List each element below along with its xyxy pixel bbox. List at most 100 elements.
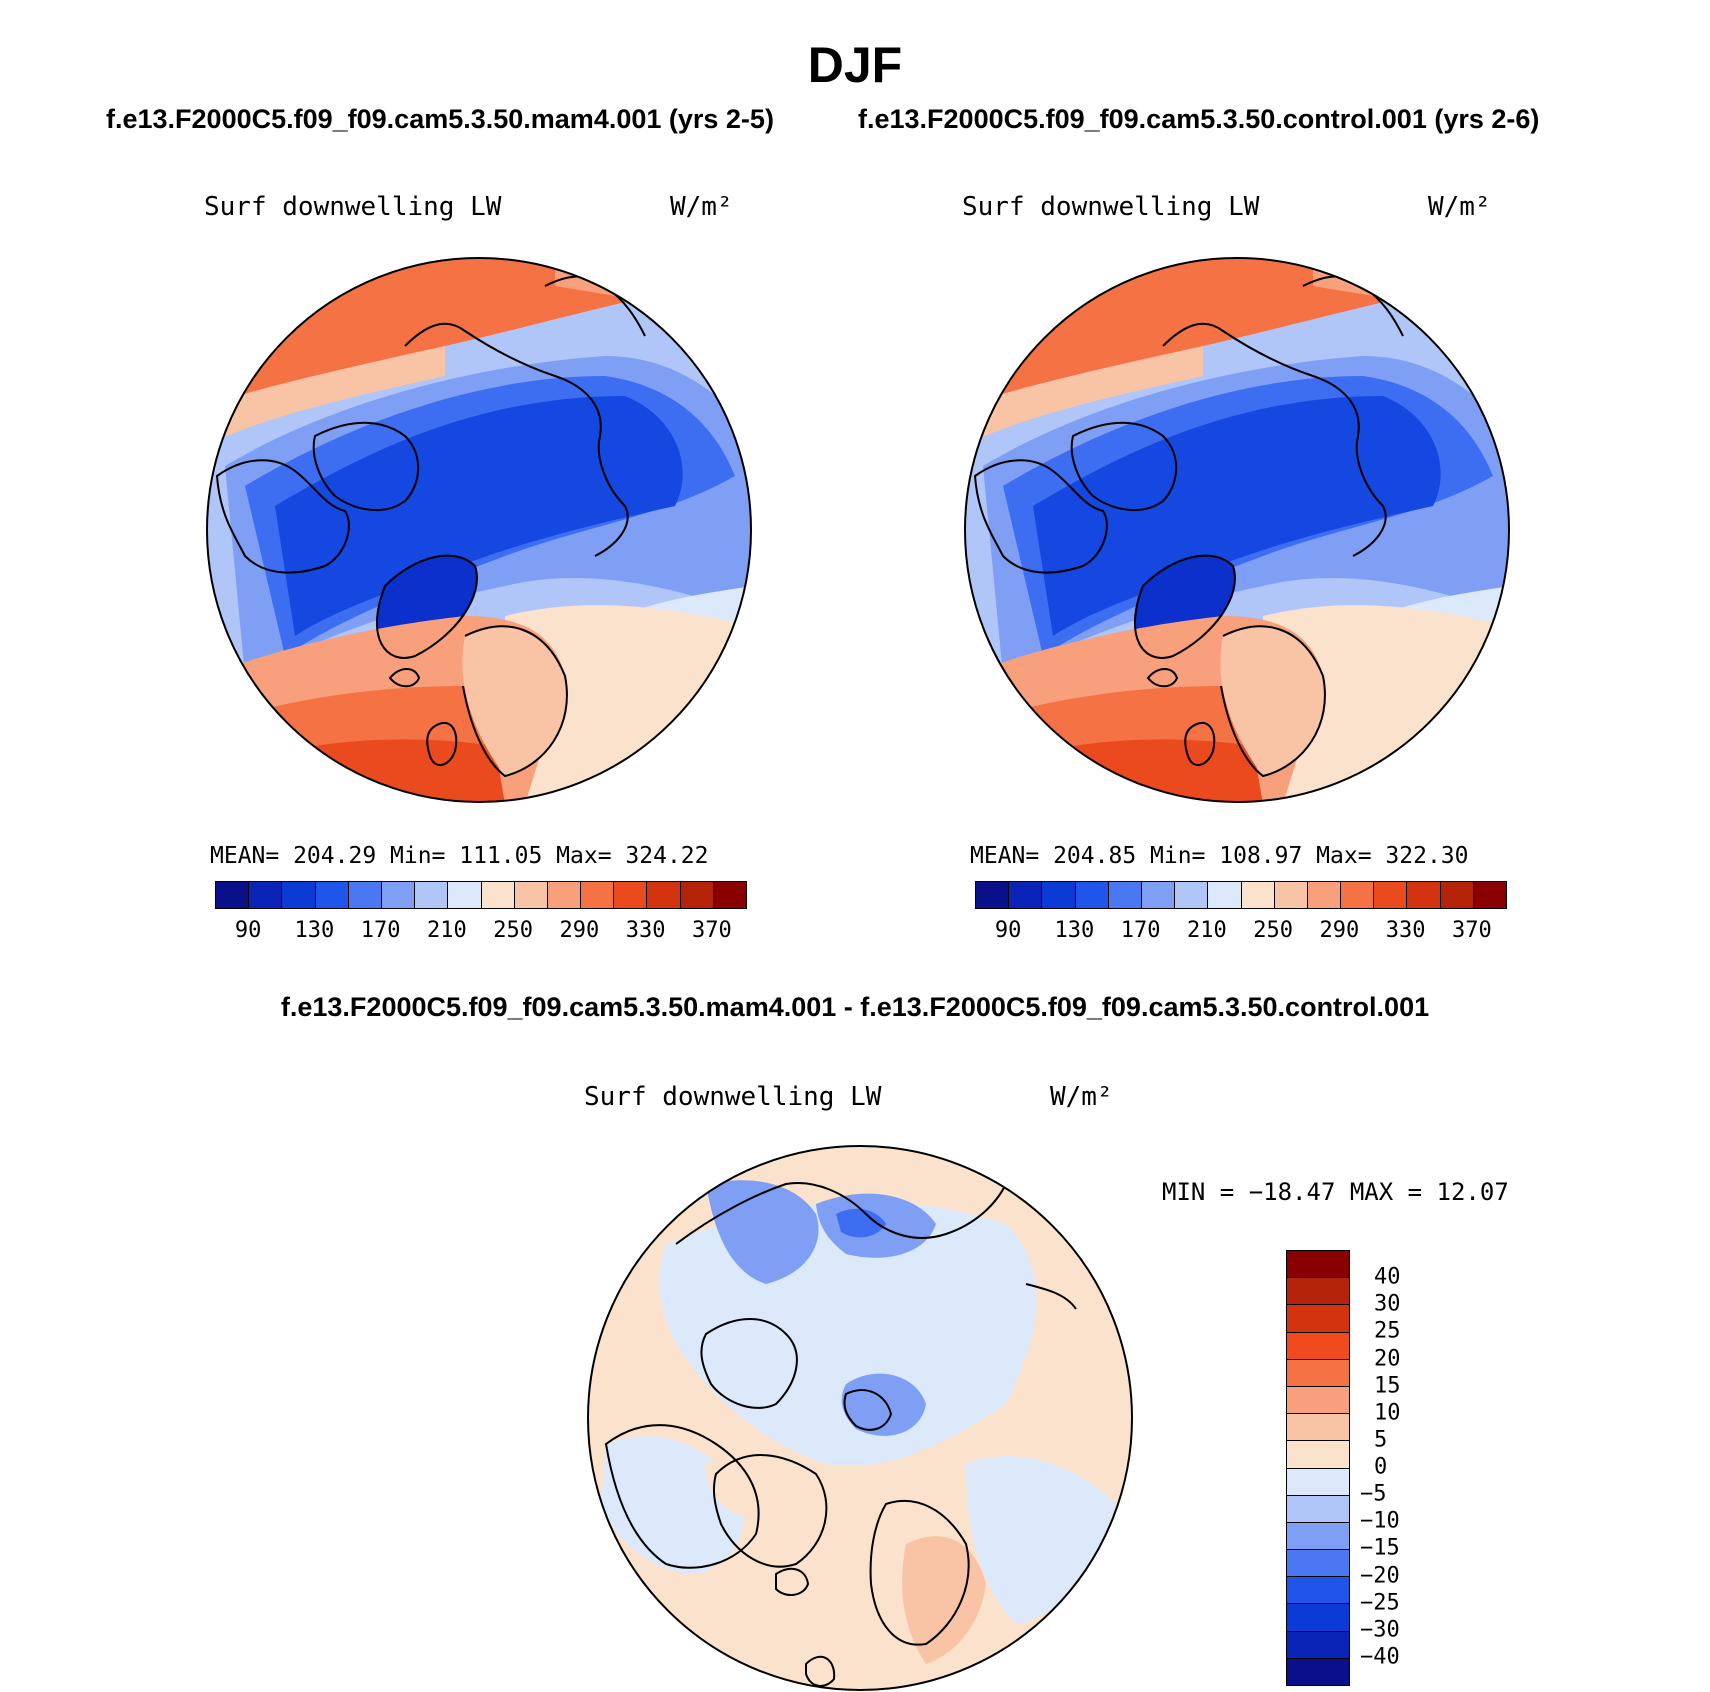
colorbar-swatch [249, 882, 283, 908]
panel-a-colorbar [215, 881, 747, 909]
colorbar-swatch [1287, 1495, 1349, 1523]
colorbar-tick-label: 15 [1374, 1373, 1401, 1399]
colorbar-tick-label: 330 [1385, 918, 1426, 943]
panel-b-units: W/m² [1428, 192, 1491, 222]
colorbar-swatch [1208, 882, 1242, 908]
panel-a-variable: Surf downwelling LW [204, 192, 502, 222]
colorbar-swatch [348, 882, 382, 908]
panel-b-colorbar [975, 881, 1507, 909]
colorbar-tick-label: 30 [1374, 1291, 1401, 1317]
colorbar-tick-label: 5 [1374, 1427, 1388, 1453]
colorbar-swatch [1241, 882, 1275, 908]
colorbar-tick-label: −5 [1360, 1481, 1387, 1507]
colorbar-swatch [1287, 1386, 1349, 1415]
colorbar-swatch [381, 882, 416, 908]
colorbar-swatch [1287, 1577, 1349, 1605]
colorbar-tick-label: 130 [294, 918, 335, 943]
colorbar-swatch [1009, 882, 1043, 908]
colorbar-tick-label: 250 [1253, 918, 1293, 943]
colorbar-swatch [1287, 1414, 1349, 1442]
colorbar-swatch [1287, 1441, 1349, 1469]
colorbar-tick-label: 20 [1374, 1346, 1401, 1371]
colorbar-swatch [1175, 882, 1209, 908]
colorbar-swatch [1075, 882, 1109, 908]
colorbar-swatch [315, 882, 349, 908]
colorbar-swatch [216, 882, 250, 908]
colorbar-swatch [1287, 1305, 1349, 1333]
colorbar-tick-label: −20 [1360, 1563, 1400, 1588]
colorbar-swatch [1287, 1359, 1349, 1387]
colorbar-tick-label: 90 [234, 918, 262, 943]
colorbar-tick-label: −25 [1360, 1590, 1400, 1616]
colorbar-swatch [1287, 1658, 1349, 1685]
colorbar-tick-label: 250 [493, 918, 533, 943]
colorbar-tick-label: 170 [1120, 918, 1161, 943]
colorbar-swatch [514, 882, 548, 908]
colorbar-tick-label: 170 [360, 918, 401, 943]
panel-a-colorbar-ticks: 90 130 170 210 250 290 330 370 [215, 918, 745, 946]
colorbar-tick-label: 90 [994, 918, 1022, 943]
panel-b-variable: Surf downwelling LW [962, 192, 1260, 222]
colorbar-swatch [680, 882, 714, 908]
panel-a-polar-map [206, 257, 752, 803]
colorbar-tick-label: 210 [1187, 918, 1227, 943]
colorbar-swatch [415, 882, 449, 908]
colorbar-swatch [1108, 882, 1142, 908]
panel-a-units: W/m² [670, 192, 733, 222]
colorbar-swatch [1141, 882, 1176, 908]
panel-a-stats: MEAN= 204.29 Min= 111.05 Max= 324.22 [210, 843, 709, 869]
colorbar-swatch [1274, 882, 1308, 908]
panel-b-colorbar-ticks: 90 130 170 210 250 290 330 370 [975, 918, 1505, 946]
colorbar-swatch [713, 882, 746, 908]
panel-diff-colorbar [1286, 1250, 1350, 1686]
colorbar-swatch [581, 882, 615, 908]
colorbar-tick-label: 0 [1374, 1454, 1388, 1480]
colorbar-tick-label: −10 [1360, 1508, 1400, 1534]
colorbar-swatch [1287, 1251, 1349, 1279]
colorbar-swatch [282, 882, 316, 908]
panel-b-polar-map [964, 257, 1510, 803]
colorbar-swatch [1287, 1332, 1349, 1360]
panel-diff-colorbar-ticks: 40 30 25 20 15 10 5 0 −5 −10 −15 −20 −25 −30 −40 [1360, 1250, 1440, 1684]
colorbar-swatch [1341, 882, 1375, 908]
panel-b-stats: MEAN= 204.85 Min= 108.97 Max= 322.30 [970, 843, 1469, 869]
colorbar-swatch [1407, 882, 1441, 908]
colorbar-swatch [1307, 882, 1342, 908]
colorbar-tick-label: 40 [1374, 1264, 1401, 1290]
colorbar-tick-label: 10 [1374, 1400, 1401, 1426]
colorbar-tick-label: −40 [1360, 1644, 1400, 1670]
colorbar-swatch [1287, 1278, 1349, 1306]
colorbar-tick-label: 330 [625, 918, 666, 943]
colorbar-tick-label: −15 [1360, 1535, 1400, 1561]
panel-diff-units: W/m² [1050, 1082, 1113, 1112]
colorbar-swatch [448, 882, 482, 908]
colorbar-swatch [1287, 1522, 1349, 1551]
colorbar-swatch [1440, 882, 1474, 908]
colorbar-swatch [614, 882, 648, 908]
panel-diff-polar-map [587, 1145, 1133, 1691]
colorbar-tick-label: 25 [1374, 1318, 1401, 1344]
season-title: DJF [807, 37, 903, 93]
colorbar-swatch [1473, 882, 1506, 908]
colorbar-tick-label: 210 [427, 918, 467, 943]
panel-diff-stats: MIN = −18.47 MAX = 12.07 [1162, 1178, 1509, 1206]
colorbar-tick-label: −30 [1360, 1617, 1400, 1643]
colorbar-tick-label: 290 [559, 918, 600, 943]
colorbar-tick-label: 130 [1054, 918, 1095, 943]
difference-title: f.e13.F2000C5.f09_f09.cam5.3.50.mam4.001… [280, 992, 1430, 1022]
colorbar-tick-label: 370 [1452, 918, 1492, 943]
colorbar-swatch [976, 882, 1010, 908]
colorbar-swatch [1287, 1550, 1349, 1578]
colorbar-swatch [647, 882, 681, 908]
colorbar-tick-label: 370 [692, 918, 732, 943]
colorbar-tick-label: 290 [1319, 918, 1360, 943]
colorbar-swatch [1287, 1468, 1349, 1496]
colorbar-swatch [1287, 1604, 1349, 1632]
colorbar-swatch [1374, 882, 1408, 908]
colorbar-swatch [1042, 882, 1076, 908]
case-a-title: f.e13.F2000C5.f09_f09.cam5.3.50.mam4.001… [106, 104, 774, 134]
colorbar-swatch [481, 882, 515, 908]
colorbar-swatch [547, 882, 582, 908]
panel-diff-variable: Surf downwelling LW [584, 1082, 882, 1112]
case-b-title: f.e13.F2000C5.f09_f09.cam5.3.50.control.… [858, 104, 1540, 134]
